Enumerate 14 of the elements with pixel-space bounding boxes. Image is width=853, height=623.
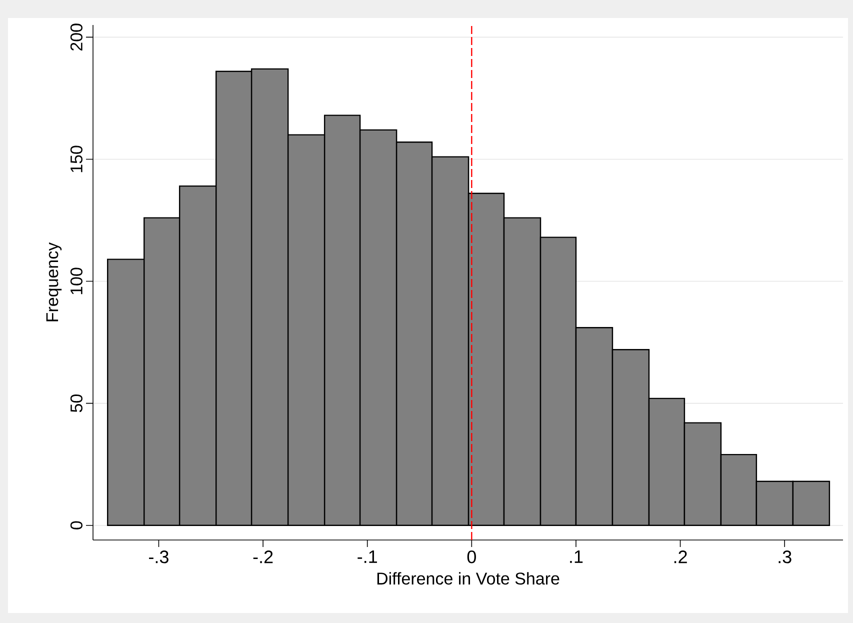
x-axis-title: Difference in Vote Share (377, 572, 560, 585)
y-tick-label: 50 (70, 394, 82, 412)
y-axis-title: Frequency (46, 242, 62, 322)
x-tick-label: -.2 (253, 550, 273, 564)
x-tick-label: .3 (778, 550, 792, 564)
y-tick-label: 0 (70, 521, 82, 530)
y-tick-label: 100 (70, 268, 82, 294)
x-tick-label: .2 (674, 550, 687, 564)
y-tick-label: 200 (70, 24, 82, 51)
x-tick-label: -.3 (149, 550, 168, 564)
y-tick-label: 150 (70, 146, 82, 172)
x-tick-label: -.1 (358, 550, 377, 563)
x-tick-label: 0 (467, 550, 476, 564)
x-tick-label: .1 (570, 550, 583, 563)
